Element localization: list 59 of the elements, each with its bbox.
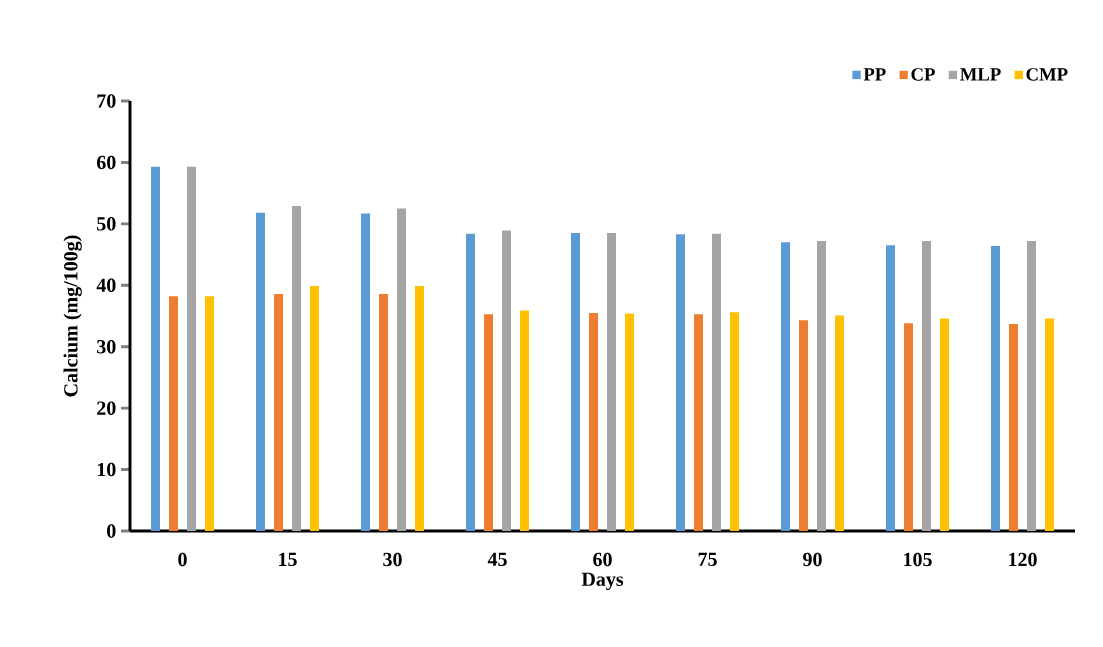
x-tick-label: 120 xyxy=(1009,552,1037,567)
x-tick-label: 15 xyxy=(279,552,297,567)
legend-label: CP xyxy=(911,68,935,81)
bar xyxy=(817,241,827,531)
bar xyxy=(292,206,302,531)
x-axis-title: Days xyxy=(581,572,624,591)
y-tick-label: 0 xyxy=(107,524,116,538)
bar xyxy=(1009,323,1018,531)
legend-label: CMP xyxy=(1026,68,1068,81)
x-tick-label: 90 xyxy=(803,552,822,567)
bar xyxy=(205,296,215,531)
bar xyxy=(1045,318,1055,531)
legend-label: PP xyxy=(863,68,886,81)
bar xyxy=(397,208,407,531)
y-tick-label: 70 xyxy=(97,94,116,108)
bar xyxy=(151,166,161,531)
bar xyxy=(169,296,179,531)
bar xyxy=(991,245,1000,531)
bar xyxy=(466,233,476,531)
bar xyxy=(589,312,598,531)
bar xyxy=(502,230,512,531)
bar xyxy=(187,166,197,531)
bar xyxy=(799,320,809,531)
x-tick-label: 45 xyxy=(487,552,507,567)
bar xyxy=(835,315,845,531)
x-tick-label: 30 xyxy=(383,552,402,567)
bar xyxy=(676,234,686,531)
bar xyxy=(520,310,530,531)
bar xyxy=(415,285,425,531)
bar xyxy=(310,285,320,531)
bar xyxy=(904,323,914,531)
y-tick-label: 60 xyxy=(96,155,116,170)
bar xyxy=(607,233,617,531)
legend-label: MLP xyxy=(960,68,1001,81)
y-tick-label: 30 xyxy=(97,339,116,354)
bar xyxy=(712,233,721,531)
y-tick-label: 40 xyxy=(96,278,116,293)
bar xyxy=(256,212,266,531)
y-axis-title: Calcium (mg/100g) xyxy=(63,235,82,397)
bar xyxy=(781,242,791,531)
bar xyxy=(694,314,704,531)
bar xyxy=(730,312,739,531)
bar xyxy=(940,318,950,531)
x-tick-label: 105 xyxy=(904,552,932,567)
bar xyxy=(274,293,284,531)
bar xyxy=(1027,241,1036,531)
bar xyxy=(484,314,494,531)
bar xyxy=(922,241,932,531)
bar xyxy=(625,313,635,531)
bar xyxy=(361,213,371,531)
bar xyxy=(379,293,389,531)
bar xyxy=(571,233,580,531)
x-tick-label: 60 xyxy=(593,552,612,567)
x-tick-label: 75 xyxy=(698,552,717,566)
y-tick-label: 20 xyxy=(97,401,116,415)
bar xyxy=(886,245,895,531)
y-tick-label: 10 xyxy=(97,462,116,477)
y-tick-label: 50 xyxy=(97,217,116,231)
x-tick-label: 0 xyxy=(178,552,187,567)
